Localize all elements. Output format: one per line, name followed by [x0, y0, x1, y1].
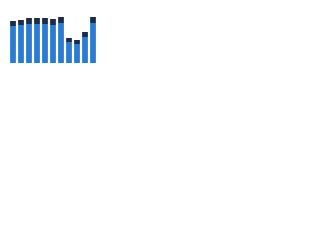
- bar-segment: [74, 44, 80, 63]
- bar-segment: [34, 18, 40, 24]
- bar-segment: [90, 17, 96, 23]
- bar-segment: [66, 38, 72, 42]
- bar-segment: [50, 19, 56, 25]
- bar-segment: [18, 25, 24, 63]
- page: {"chart_data": {"type": "stacked-bar", "…: [0, 0, 100, 71]
- bar-segment: [42, 18, 48, 24]
- bar-segment: [10, 21, 16, 26]
- chart: [10, 17, 96, 63]
- bar-segment: [90, 23, 96, 63]
- bar-segment: [42, 24, 48, 63]
- bar-segment: [26, 24, 32, 63]
- bar-segment: [34, 24, 40, 63]
- bar-segment: [74, 40, 80, 44]
- bar-segment: [58, 23, 64, 63]
- bar-segment: [26, 18, 32, 24]
- bar-segment: [66, 42, 72, 63]
- bar-segment: [82, 32, 88, 37]
- bar-segment: [58, 17, 64, 23]
- bar-segment: [10, 26, 16, 63]
- bar-segment: [18, 20, 24, 25]
- bar-segment: [82, 37, 88, 63]
- bar-segment: [50, 25, 56, 63]
